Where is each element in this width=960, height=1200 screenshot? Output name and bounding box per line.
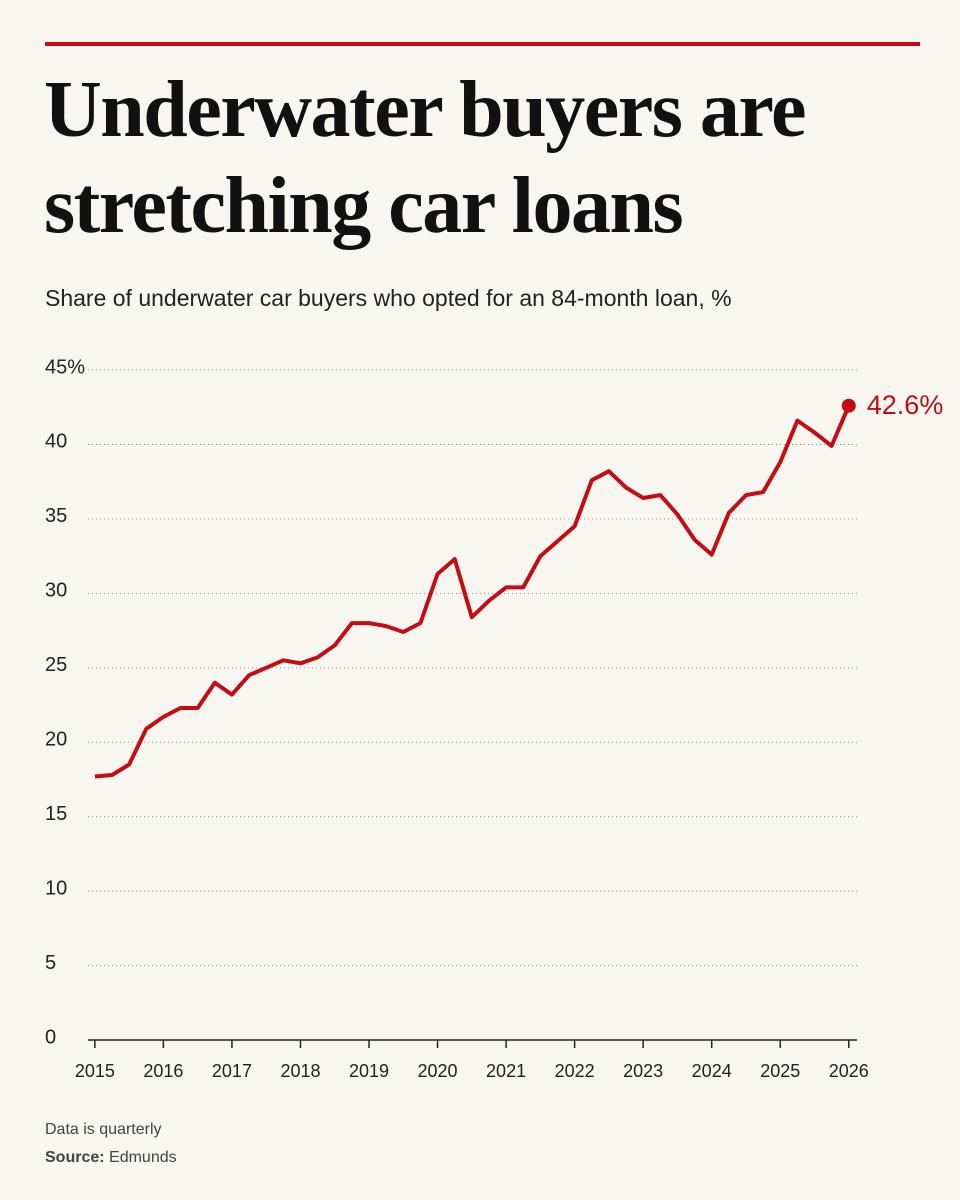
x-tick-label: 2024 <box>692 1061 732 1081</box>
y-tick-label: 0 <box>45 1026 56 1048</box>
x-tick-label: 2025 <box>760 1061 800 1081</box>
source: Source: Edmunds <box>45 1149 177 1166</box>
x-tick-label: 2026 <box>829 1061 869 1081</box>
data-label: 42.6% <box>867 390 944 420</box>
y-tick-label: 15 <box>45 803 67 825</box>
x-tick-label: 2016 <box>143 1061 183 1081</box>
y-tick-label: 35 <box>45 505 67 527</box>
y-tick-label: 20 <box>45 729 67 751</box>
x-tick-label: 2020 <box>418 1061 458 1081</box>
x-tick-label: 2023 <box>623 1061 663 1081</box>
source-label: Source: <box>45 1149 105 1166</box>
x-tick-label: 2015 <box>75 1061 115 1081</box>
source-text: Edmunds <box>109 1149 177 1166</box>
end-marker <box>841 398 856 413</box>
y-tick-label: 40 <box>45 431 67 453</box>
x-tick-label: 2017 <box>212 1061 252 1081</box>
x-tick-label: 2022 <box>555 1061 595 1081</box>
x-tick-label: 2021 <box>486 1061 526 1081</box>
y-tick-label: 5 <box>45 952 56 974</box>
note: Data is quarterly <box>45 1121 162 1138</box>
y-tick-label: 25 <box>45 654 67 676</box>
y-tick-label: 30 <box>45 580 67 602</box>
x-tick-label: 2018 <box>280 1061 320 1081</box>
line <box>94 404 851 779</box>
chart-subtitle: Share of underwater car buyers who opted… <box>45 285 732 311</box>
y-tick-label: 45% <box>45 356 85 378</box>
chart-title: Underwater buyers are stretching car loa… <box>44 66 806 250</box>
x-tick-label: 2019 <box>349 1061 389 1081</box>
y-tick-label: 10 <box>45 877 67 899</box>
